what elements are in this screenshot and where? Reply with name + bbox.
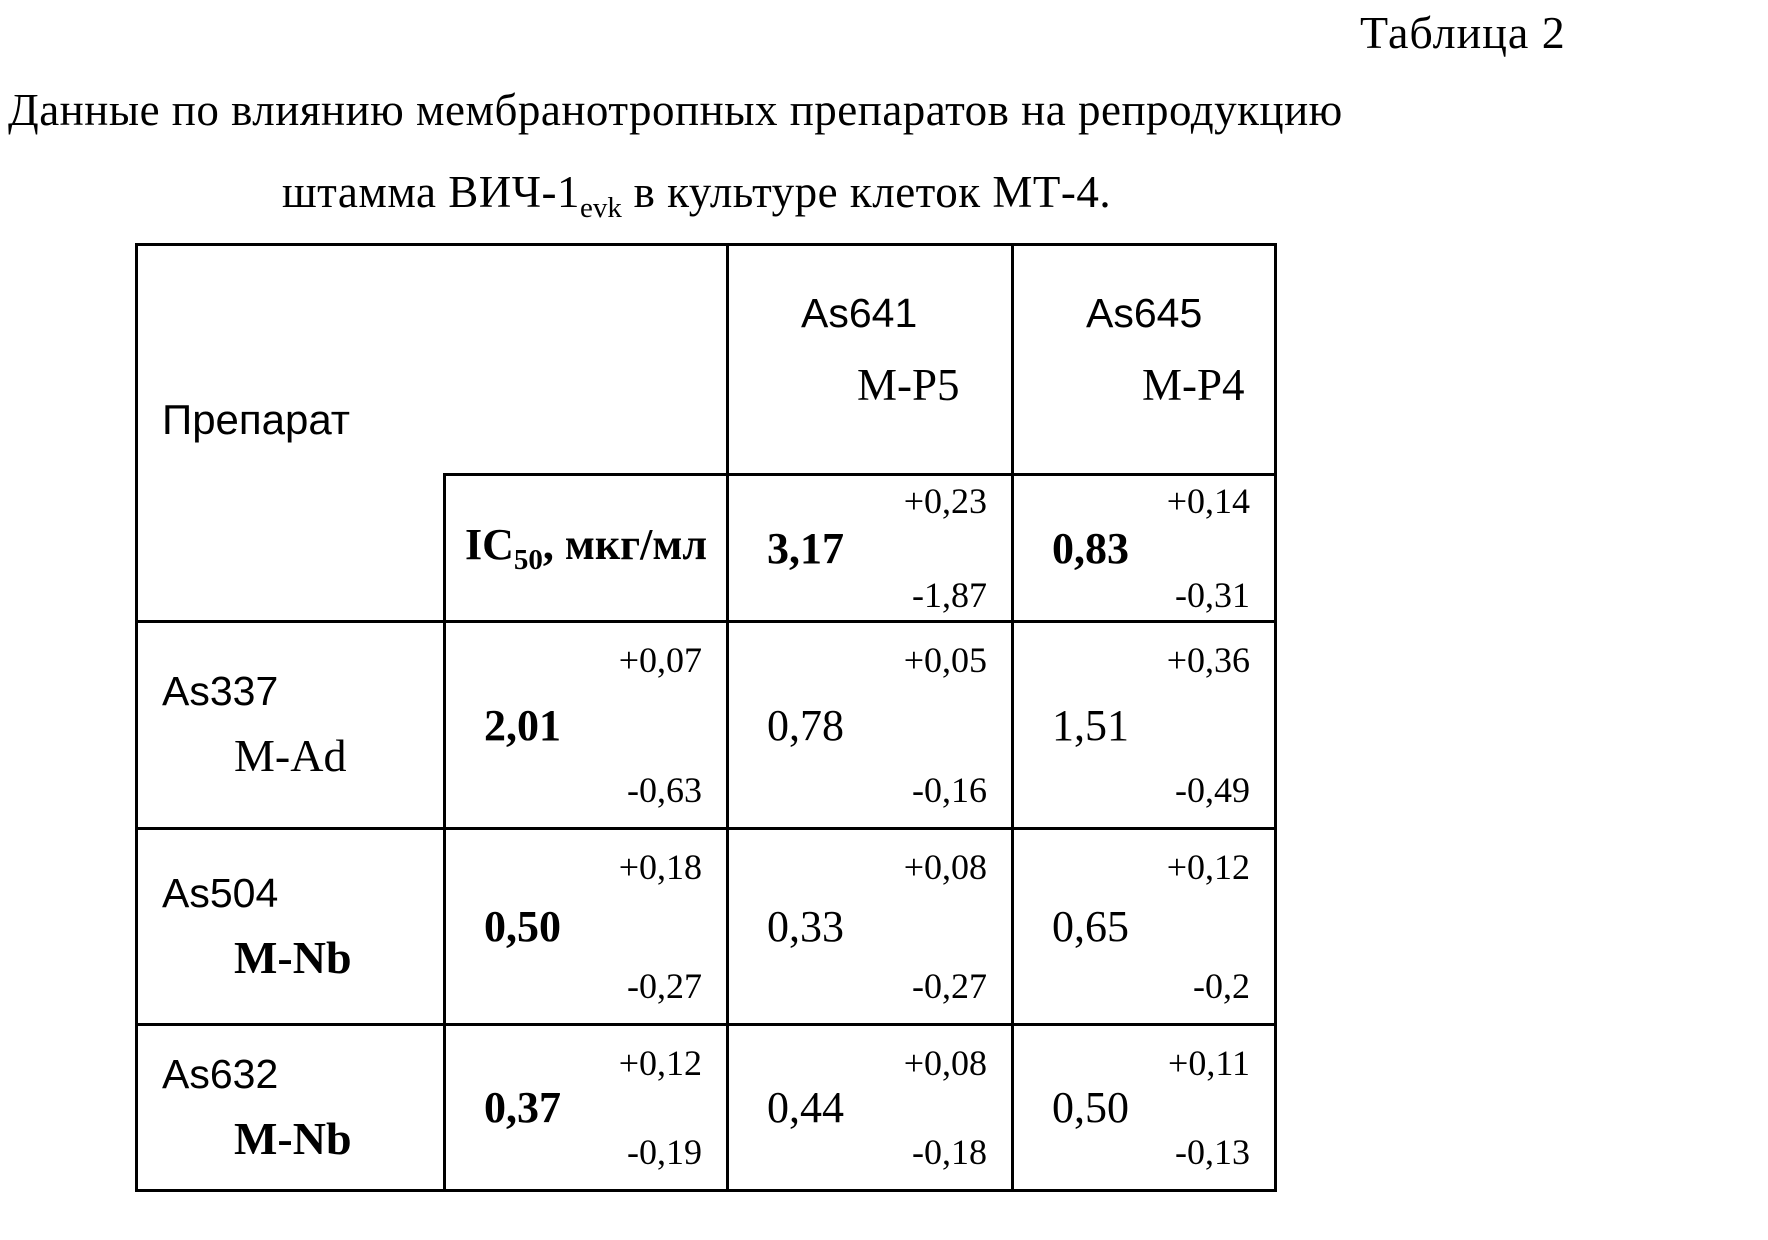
row-as504-name: As504 M-Nb: [138, 827, 443, 1023]
as337-as645-minus: -0,49: [1175, 770, 1250, 810]
as632-as641-plus: +0,08: [903, 1043, 987, 1083]
row-as504-ic50: 0,50 +0,18 -0,27: [443, 827, 726, 1023]
ic50-header-label: IC50, мкг/мл: [464, 520, 708, 576]
ref-value-as645: 0,83 +0,14 -0,31: [1011, 473, 1274, 620]
as641-type: M-P5: [857, 360, 960, 410]
as337-type: M-Ad: [234, 730, 347, 781]
as337-as645-plus: +0,36: [1166, 640, 1250, 680]
as504-as641-plus: +0,08: [903, 847, 987, 887]
corner-header-cell: Препарат: [138, 246, 443, 620]
empty-spacer-cell: [443, 246, 726, 473]
as504-code: As504: [162, 869, 279, 916]
column-header-as641: As641 M-P5: [726, 246, 1011, 473]
row-as504-as641: 0,33 +0,08 -0,27: [726, 827, 1011, 1023]
row-as337-as645: 1,51 +0,36 -0,49: [1011, 620, 1274, 827]
as504-ic50-plus: +0,18: [618, 847, 702, 887]
row-as632-name: As632 M-Nb: [138, 1023, 443, 1189]
as641-ref-plus: +0,23: [903, 481, 987, 521]
as337-as641-plus: +0,05: [903, 640, 987, 680]
as504-as645-minus: -0,2: [1193, 966, 1250, 1006]
as337-ic50-value: 2,01: [484, 700, 561, 750]
row-as632-as641: 0,44 +0,08 -0,18: [726, 1023, 1011, 1189]
as504-as645-plus: +0,12: [1166, 847, 1250, 887]
as632-ic50-errors: +0,12 -0,19: [619, 1026, 702, 1189]
title-line2-subscript: evk: [579, 192, 622, 224]
as337-code: As337: [162, 668, 279, 714]
as645-ref-minus: -0,31: [1175, 575, 1250, 615]
as641-code: As641: [801, 290, 918, 336]
as504-as641-value: 0,33: [767, 902, 844, 951]
column-header-as645: As645 M-P4: [1011, 246, 1274, 473]
as337-ic50-errors: +0,07 -0,63: [619, 623, 702, 827]
as504-ic50-value: 0,50: [484, 902, 561, 951]
row-as632-ic50: 0,37 +0,12 -0,19: [443, 1023, 726, 1189]
ic50-header-cell: IC50, мкг/мл: [443, 473, 726, 620]
as504-as641-minus: -0,27: [912, 966, 987, 1006]
as645-ref-value: 0,83: [1052, 523, 1129, 573]
as632-as645-minus: -0,13: [1175, 1132, 1250, 1172]
as632-as645-value: 0,50: [1052, 1083, 1129, 1132]
as632-ic50-plus: +0,12: [618, 1043, 702, 1083]
as632-ic50-value: 0,37: [484, 1083, 561, 1132]
as641-ref-minus: -1,87: [912, 575, 987, 615]
as645-ref-errors: +0,14 -0,31: [1167, 476, 1250, 620]
as632-as641-value: 0,44: [767, 1083, 844, 1132]
row-as632-as645: 0,50 +0,11 -0,13: [1011, 1023, 1274, 1189]
table-number-label: Таблица 2: [1360, 7, 1566, 58]
as632-as645-plus: +0,11: [1168, 1043, 1250, 1083]
ref-value-as641: 3,17 +0,23 -1,87: [726, 473, 1011, 620]
corner-header-label: Препарат: [162, 396, 351, 443]
row-as337-as641: 0,78 +0,05 -0,16: [726, 620, 1011, 827]
as337-ic50-minus: -0,63: [627, 770, 702, 810]
as504-as645-value: 0,65: [1052, 902, 1129, 951]
as641-ref-value: 3,17: [767, 523, 844, 573]
as632-code: As632: [162, 1050, 279, 1097]
title-line2-pre: штамма ВИЧ-1: [282, 167, 580, 217]
as632-ic50-minus: -0,19: [627, 1132, 702, 1172]
table-title-line1: Данные по влиянию мембранотропных препар…: [8, 85, 1343, 135]
as632-as641-errors: +0,08 -0,18: [904, 1026, 987, 1189]
as337-ic50-plus: +0,07: [618, 640, 702, 680]
as504-ic50-errors: +0,18 -0,27: [619, 830, 702, 1023]
as632-type: M-Nb: [234, 1112, 352, 1164]
title-line2-post: в культуре клеток МТ-4.: [621, 167, 1112, 217]
as337-as641-minus: -0,16: [912, 770, 987, 810]
as504-as645-errors: +0,12 -0,2: [1167, 830, 1250, 1023]
as632-as645-errors: +0,11 -0,13: [1168, 1026, 1250, 1189]
row-as504-as645: 0,65 +0,12 -0,2: [1011, 827, 1274, 1023]
as337-as641-errors: +0,05 -0,16: [904, 623, 987, 827]
as337-as641-value: 0,78: [767, 700, 844, 750]
table-title-line2: штамма ВИЧ-1evk в культуре клеток МТ-4.: [282, 166, 1111, 225]
as504-type: M-Nb: [234, 931, 352, 983]
as504-ic50-minus: -0,27: [627, 966, 702, 1006]
as645-ref-plus: +0,14: [1166, 481, 1250, 521]
drug-ic50-table: Препарат As641 M-P5 As645 M-P4 IC50, мкг…: [135, 243, 1277, 1192]
as632-as641-minus: -0,18: [912, 1132, 987, 1172]
as645-code: As645: [1086, 290, 1203, 336]
as504-as641-errors: +0,08 -0,27: [904, 830, 987, 1023]
row-as337-ic50: 2,01 +0,07 -0,63: [443, 620, 726, 827]
as641-ref-errors: +0,23 -1,87: [904, 476, 987, 620]
as337-as645-value: 1,51: [1052, 700, 1129, 750]
row-as337-name: As337 M-Ad: [138, 620, 443, 827]
as337-as645-errors: +0,36 -0,49: [1167, 623, 1250, 827]
as645-type: M-P4: [1142, 360, 1245, 410]
